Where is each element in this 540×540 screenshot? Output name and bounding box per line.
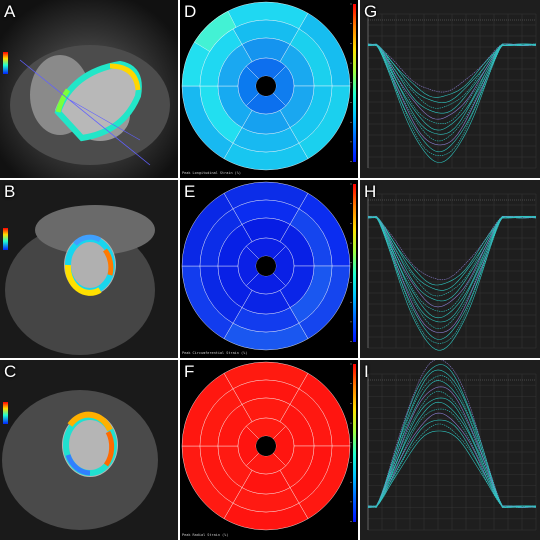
bullseye-footer: Peak Longitudinal Strain (%): [182, 171, 241, 175]
bullseye-longitudinal: Peak Longitudinal Strain (%): [180, 0, 358, 178]
circumferential-strain-curves: [360, 180, 540, 358]
bullseye-circumferential: Peak Circumferential Strain (%): [180, 180, 358, 358]
panel-letter: E: [184, 182, 196, 201]
panel-letter: B: [4, 182, 16, 201]
mri-panel-c: C: [0, 360, 178, 540]
bullseye-footer: Peak Radial Strain (%): [182, 533, 228, 537]
bullseye-panel-f: Peak Radial Strain (%) F: [180, 360, 358, 540]
mri-sax-mid-image: [0, 180, 178, 358]
panel-letter: D: [184, 2, 197, 21]
strain-curve: [367, 43, 537, 156]
panel-letter: C: [4, 362, 17, 381]
strain-curve: [367, 423, 537, 508]
strain-curve: [367, 43, 537, 98]
strain-curve: [367, 216, 537, 344]
mri-panel-a: A: [0, 0, 178, 178]
strain-curve: [367, 43, 537, 109]
strain-curve: [368, 43, 537, 163]
strain-panel-h: H: [360, 180, 540, 358]
bullseye-footer: Peak Circumferential Strain (%): [182, 351, 247, 355]
panel-letter: I: [364, 362, 369, 381]
panel-letter: H: [364, 182, 377, 201]
mri-4ch-image: [0, 0, 178, 178]
mri-panel-b: B: [0, 180, 178, 358]
bullseye-center: [256, 436, 276, 456]
bullseye-radial: Peak Radial Strain (%): [180, 360, 358, 540]
strain-curve: [367, 360, 536, 508]
colorbar: [353, 4, 356, 162]
bullseye-panel-d: Peak Longitudinal Strain (%) D: [180, 0, 358, 178]
strain-curve: [368, 215, 537, 351]
bullseye-center: [256, 256, 276, 276]
mri-sax-base-image: [0, 360, 178, 540]
strain-curve: [368, 430, 537, 508]
colorbar: [353, 364, 356, 522]
strain-curve: [367, 215, 537, 312]
strain-panel-g: G: [360, 0, 540, 178]
bullseye-center: [256, 76, 276, 96]
strain-panel-i: I: [360, 360, 540, 540]
longitudinal-strain-curves: [360, 0, 540, 178]
strain-curve: [367, 43, 537, 124]
strain-curve: [367, 391, 537, 508]
bullseye-panel-e: Peak Circumferential Strain (%) E: [180, 180, 358, 358]
colorbar: [353, 184, 356, 342]
panel-letter: F: [184, 362, 195, 381]
radial-strain-curves: [360, 360, 540, 540]
panel-letter: G: [364, 2, 378, 21]
panel-letter: A: [4, 2, 16, 21]
